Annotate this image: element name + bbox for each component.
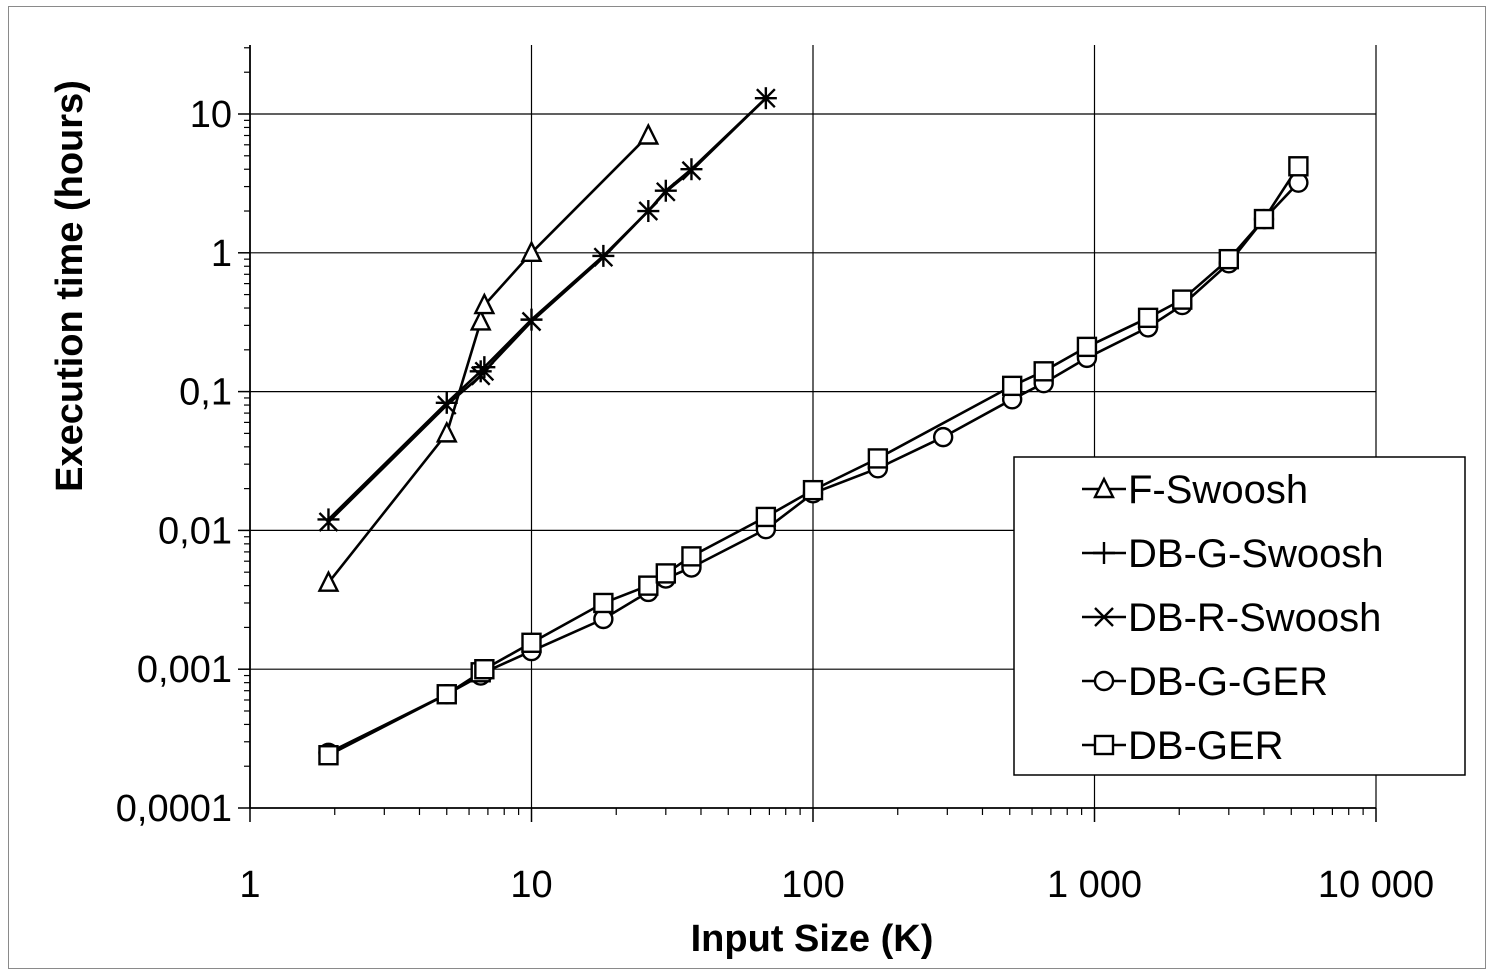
data-point-db-r-swoosh (474, 361, 495, 382)
data-point-db-ger (755, 506, 777, 528)
legend-marker-db-ger (1093, 734, 1115, 756)
series-line-db-r-swoosh (327, 97, 767, 523)
data-point-f-swoosh (435, 420, 458, 443)
data-point-f-swoosh (317, 570, 340, 592)
data-point-db-ger (1033, 361, 1054, 382)
data-point-db-ger (867, 448, 889, 469)
data-point-db-r-swoosh (318, 512, 339, 532)
data-point-db-r-swoosh (756, 88, 776, 109)
x-axis-title: Input Size (K) (691, 918, 934, 960)
y-tick-label: 0,0001 (116, 788, 232, 830)
data-point-db-ger (436, 684, 457, 705)
data-point-db-ger (1137, 307, 1159, 329)
legend-label-db-ger: DB-GER (1128, 724, 1284, 768)
data-point-db-r-swoosh (681, 160, 702, 181)
data-point-db-ger (1076, 336, 1098, 358)
data-point-db-g-ger (932, 426, 954, 448)
y-axis-title: Execution time (hours) (49, 80, 91, 492)
y-tick-label: 10 (190, 94, 232, 136)
legend-marker-db-g-swoosh (1093, 542, 1115, 564)
x-tick-label: 1 (239, 864, 260, 906)
data-point-db-ger (802, 479, 824, 501)
data-point-db-r-swoosh (638, 201, 659, 221)
data-point-db-ger (521, 632, 542, 653)
y-tick-label: 0,001 (137, 649, 232, 691)
data-point-db-ger (681, 546, 702, 567)
data-point-db-r-swoosh (593, 247, 614, 268)
y-tick-label: 1 (211, 233, 232, 275)
data-point-db-ger (318, 745, 339, 766)
data-point-db-g-swoosh (435, 391, 458, 414)
data-point-db-ger (655, 563, 677, 584)
data-point-db-ger (593, 592, 614, 614)
data-point-db-ger (474, 659, 495, 680)
data-point-db-ger (1172, 289, 1193, 310)
data-point-db-ger (1253, 208, 1275, 230)
legend-marker-db-g-ger (1093, 670, 1115, 692)
data-point-f-swoosh (473, 292, 496, 315)
legend: F-Swoosh DB-G-Swoosh DB-R-Swoosh DB-G-GER DB… (1013, 456, 1466, 776)
series-line-f-swoosh (327, 134, 650, 584)
data-point-f-swoosh (637, 122, 660, 145)
legend-label-db-g-ger: DB-G-GER (1128, 660, 1328, 704)
data-point-db-r-swoosh (436, 395, 457, 415)
legend-label-db-r-swoosh: DB-R-Swoosh (1128, 596, 1381, 640)
x-tick-label: 1 000 (1047, 864, 1142, 906)
data-point-f-swoosh (469, 308, 492, 331)
data-point-db-g-swoosh (469, 360, 492, 383)
data-point-db-r-swoosh (655, 181, 676, 202)
data-point-db-ger (1218, 248, 1240, 270)
legend-label-db-g-swoosh: DB-G-Swoosh (1128, 532, 1384, 576)
data-point-db-g-swoosh (520, 308, 543, 331)
data-point-db-r-swoosh (521, 311, 542, 332)
series-markers (317, 87, 1309, 766)
y-tick-label: 0,1 (179, 372, 232, 414)
data-point-db-g-swoosh (473, 356, 496, 379)
legend-label-f-swoosh: F-Swoosh (1128, 468, 1308, 512)
data-point-db-ger (1288, 156, 1309, 177)
data-point-db-ger (638, 575, 659, 596)
x-tick-label: 10 000 (1318, 864, 1434, 906)
data-point-f-swoosh (520, 240, 543, 262)
tick-labels: 0,0001 0,001 0,01 0,1 1 10 1 10 100 1 000 10 000 (116, 94, 1434, 906)
data-point-db-g-swoosh (317, 508, 340, 531)
y-tick-label: 0,01 (158, 510, 232, 552)
legend-marker-db-r-swoosh (1094, 607, 1114, 627)
data-point-db-ger (1001, 375, 1023, 397)
x-tick-label: 100 (781, 864, 844, 906)
axes (238, 45, 1377, 822)
legend-marker-f-swoosh (1093, 476, 1115, 499)
x-tick-label: 10 (510, 864, 552, 906)
